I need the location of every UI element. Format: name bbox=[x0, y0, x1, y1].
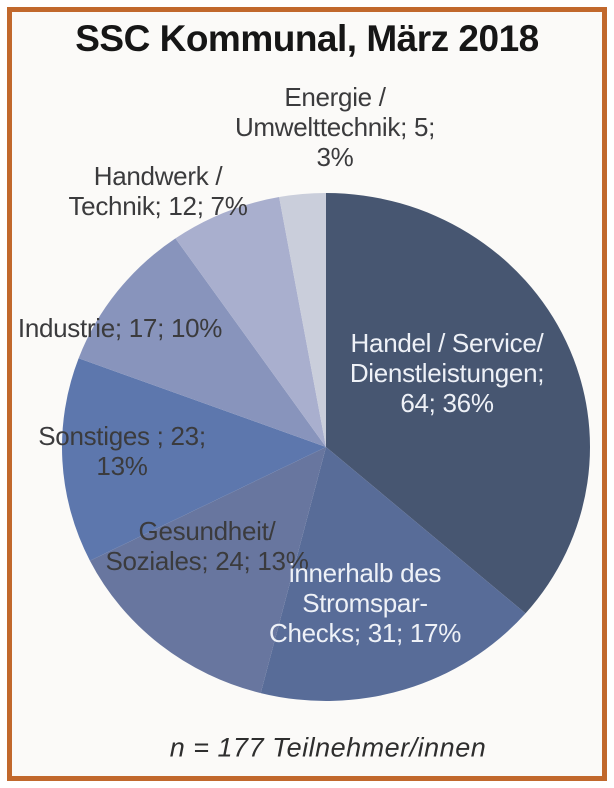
slice-label-line: Stromspar- bbox=[302, 588, 428, 618]
slice-label-sonstiges: Sonstiges ; 23; 13% bbox=[38, 421, 206, 481]
slice-label-gesundheit-soziales: Gesundheit/Soziales; 24; 13% bbox=[105, 516, 308, 576]
pie-slice-innerhalb bbox=[260, 447, 526, 701]
sample-size-caption: n = 177 Teilnehmer/innen bbox=[169, 732, 487, 763]
slice-label-handel-service-dienstleistungen: Handel / Service/Dienstleistungen; 64; 36… bbox=[349, 328, 545, 418]
pie-slice-industrie bbox=[78, 238, 327, 447]
slice-label-line: Industrie; 17; 10% bbox=[17, 313, 223, 343]
slice-label-line: Gesundheit/ bbox=[138, 516, 276, 546]
slice-label-line: 3% bbox=[316, 142, 354, 172]
chart-title: SSC Kommunal, März 2018 bbox=[75, 18, 539, 59]
slice-label-line: Soziales; 24; 13% bbox=[105, 546, 309, 576]
pie-slice-energie bbox=[279, 193, 326, 447]
pie-slice-handel bbox=[326, 193, 591, 614]
slice-label-line: Handel / Service/ bbox=[350, 328, 544, 358]
slice-label-industrie: Industrie; 17; 10% bbox=[18, 313, 222, 343]
slice-label-line: Technik; 12; 7% bbox=[68, 191, 248, 221]
slice-label-line: Handwerk / bbox=[93, 161, 223, 191]
slice-label-line: Checks; 31; 17% bbox=[268, 618, 462, 648]
slice-label-handwerk-technik: Handwerk / Technik; 12; 7% bbox=[68, 161, 247, 221]
slice-label-line: Umwelttechnik; 5; bbox=[234, 112, 436, 142]
pie-slice-sonstiges bbox=[62, 358, 326, 561]
pie-slice-handwerk bbox=[175, 197, 326, 447]
slice-label-line: Dienstleistungen; bbox=[349, 358, 545, 388]
slice-label-innerhalb-stromspar-checks: innerhalb des Stromspar- Checks; 31; 17% bbox=[269, 558, 461, 648]
slice-label-line: 13% bbox=[96, 451, 148, 481]
pie-slice-gesundheit bbox=[89, 447, 326, 694]
slice-label-line: Energie / bbox=[284, 82, 386, 112]
slice-label-line: 64; 36% bbox=[400, 388, 494, 418]
slice-label-energie-umwelttechnik: Energie / Umwelttechnik; 5; 3% bbox=[235, 82, 435, 172]
slice-label-line: innerhalb des bbox=[288, 558, 442, 588]
slice-label-line: Sonstiges ; 23; bbox=[38, 421, 206, 451]
